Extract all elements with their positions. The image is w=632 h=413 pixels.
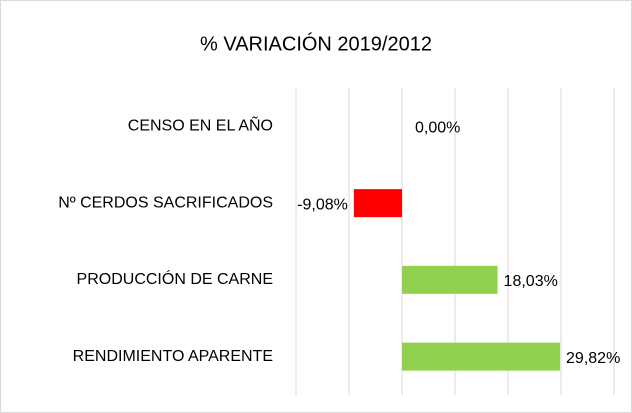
category-label: Nº CERDOS SACRIFICADOS — [58, 194, 273, 211]
category-label: PRODUCCIÓN DE CARNE — [77, 269, 273, 288]
bar — [353, 189, 402, 218]
chart-title: % VARIACIÓN 2019/2012 — [200, 32, 432, 55]
data-label: 0,00% — [415, 120, 460, 137]
data-label: 29,82% — [566, 350, 620, 367]
data-label: 18,03% — [504, 273, 558, 290]
category-label: RENDIMIENTO APARENTE — [73, 348, 273, 365]
bar — [402, 342, 561, 371]
bar — [402, 265, 498, 294]
data-label: -9,08% — [297, 196, 348, 213]
category-label: CENSO EN EL AÑO — [128, 115, 273, 135]
